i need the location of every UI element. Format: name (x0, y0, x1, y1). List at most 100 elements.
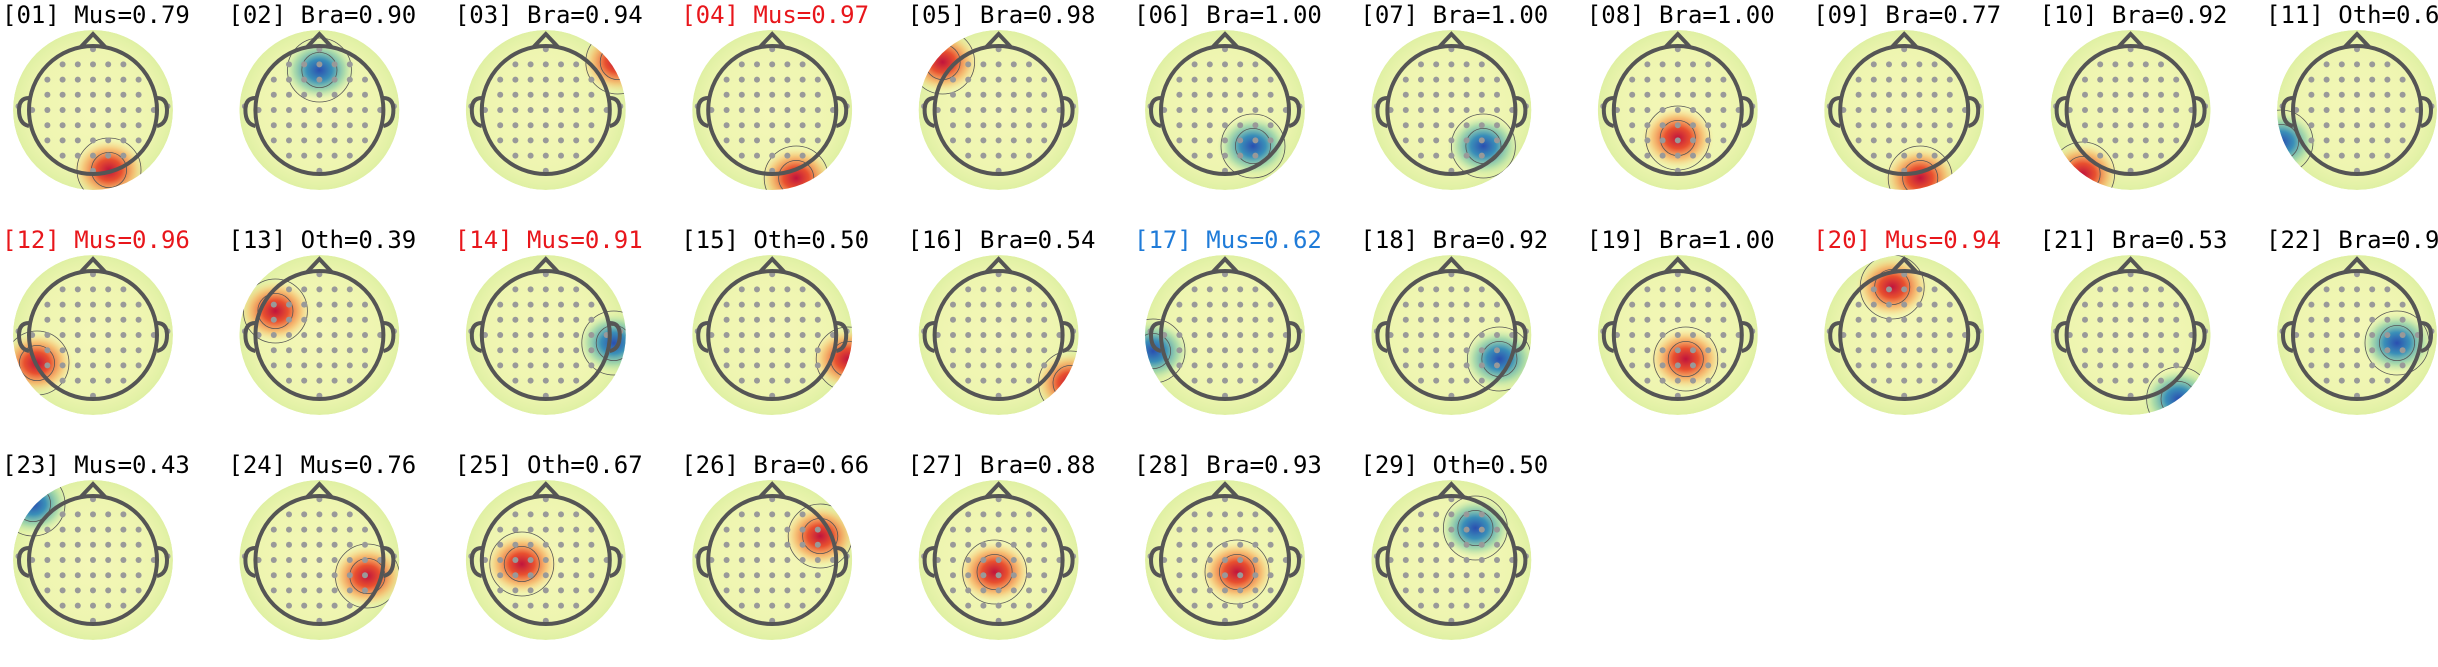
contour (1204, 539, 1270, 605)
electrode (995, 362, 1002, 369)
electrode (1206, 362, 1213, 369)
electrode (769, 347, 776, 354)
electrode (1720, 122, 1727, 129)
electrode (738, 122, 745, 129)
electrode (784, 587, 791, 594)
ear-left (1375, 96, 1388, 128)
electrode (769, 76, 776, 83)
electrode (799, 362, 806, 369)
electrode (1931, 362, 1938, 369)
ear-left (1828, 321, 1841, 353)
electrode (270, 122, 277, 129)
electrode (1010, 107, 1017, 113)
electrode (1191, 332, 1198, 338)
electrode (270, 107, 277, 113)
electrode (2112, 347, 2119, 354)
electrode (1191, 362, 1198, 369)
electrode (1629, 347, 1636, 354)
electrode (1402, 332, 1409, 338)
electrode (105, 316, 112, 323)
electrode (2308, 107, 2315, 113)
electrode (331, 332, 338, 338)
electrode (980, 152, 987, 159)
electrode (1237, 557, 1244, 563)
electrode (573, 122, 580, 129)
electrode (316, 557, 323, 563)
electrode (1705, 122, 1712, 129)
electrode (527, 602, 534, 609)
electrode (1433, 602, 1440, 609)
electrode (995, 137, 1002, 144)
head-outline (479, 269, 612, 401)
head-outline (932, 44, 1065, 176)
electrode (814, 347, 821, 354)
electrode (1946, 107, 1953, 113)
electrode (1494, 587, 1500, 594)
electrode (2323, 362, 2330, 369)
electrode (512, 137, 519, 144)
electrode (799, 301, 806, 308)
electrode (2142, 362, 2149, 369)
electrode (738, 91, 745, 98)
electrode (316, 377, 323, 384)
electrode (1901, 301, 1908, 308)
electrode (286, 316, 292, 323)
electrode (542, 541, 549, 548)
electrode (90, 557, 96, 563)
component-label: [15] Oth=0.50 (681, 226, 869, 254)
electrode (2082, 137, 2088, 144)
electrode (558, 541, 564, 548)
electrode (1237, 91, 1244, 98)
electrode (1191, 316, 1198, 323)
electrode (2082, 122, 2088, 129)
electrode (1176, 347, 1183, 354)
electrode (120, 137, 127, 144)
electrode (2097, 61, 2104, 68)
electrode (270, 91, 277, 98)
electrode (1494, 107, 1500, 113)
electrode (995, 377, 1002, 384)
electrode (1916, 107, 1923, 113)
electrode (1191, 152, 1198, 159)
nose (985, 256, 1013, 274)
electrode (814, 137, 821, 144)
electrode (2127, 61, 2134, 68)
electrode (270, 526, 277, 533)
electrode (1222, 332, 1228, 338)
component-label: [07] Bra=1.00 (1360, 1, 1548, 29)
electrode (1870, 316, 1877, 323)
electrode (1418, 332, 1424, 338)
electrode (1448, 122, 1455, 129)
electrode (588, 587, 595, 594)
electrode (1252, 61, 1259, 68)
electrode (1041, 91, 1048, 98)
electrode (1252, 362, 1259, 369)
electrode (2338, 152, 2345, 159)
electrode (799, 541, 806, 548)
contour (18, 344, 56, 381)
electrode (542, 76, 549, 83)
map-blob (1034, 352, 1079, 414)
head-outline (2064, 44, 2197, 176)
electrode (995, 572, 1002, 579)
electrode (270, 137, 277, 144)
electrode (2173, 137, 2180, 144)
electrode (738, 316, 745, 323)
electrode (1010, 541, 1017, 548)
electrode (2127, 122, 2134, 129)
map-fill (13, 30, 173, 190)
electrode (270, 301, 277, 308)
electrode (74, 137, 81, 144)
electrode (1720, 107, 1727, 113)
electrode (346, 541, 353, 548)
electrode (1478, 541, 1485, 548)
electrode (2369, 91, 2376, 98)
electrode (1463, 152, 1470, 159)
ear-left (243, 96, 256, 128)
electrode (2173, 332, 2180, 338)
electrode (1886, 107, 1892, 113)
electrode (1629, 332, 1636, 338)
electrode (346, 377, 353, 384)
electrode (1010, 377, 1017, 384)
electrode (105, 286, 112, 293)
